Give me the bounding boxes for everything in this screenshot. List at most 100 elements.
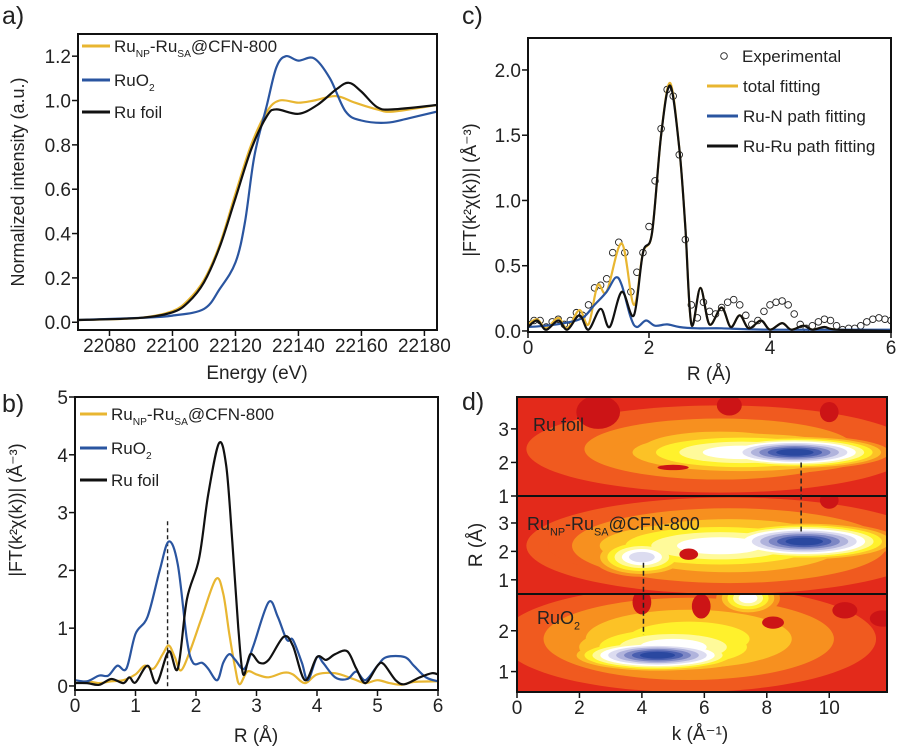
legend-label-part: total fitting: [743, 77, 821, 96]
x-tick-label: 22180: [398, 336, 451, 357]
experimental-point: [887, 316, 891, 325]
contour-hotspot: [632, 594, 652, 615]
subplot-label-part: SA: [594, 526, 609, 538]
x-tick-label: 22160: [335, 336, 388, 357]
y-tick-label: 5: [57, 388, 68, 409]
y-tick-label: 2: [57, 561, 68, 582]
x-tick-label: 5: [372, 696, 383, 717]
x-axis-label: R (Å): [687, 364, 731, 385]
experimental-point: [584, 301, 593, 309]
panel-letter: b): [2, 390, 24, 418]
contour-map: [517, 397, 887, 496]
legend-marker-experimental: [720, 52, 728, 60]
y-tick-label: 0.5: [495, 257, 521, 278]
experimental-point: [784, 301, 792, 309]
subplot-label-part: @CFN-800: [608, 514, 699, 534]
experimental-point: [645, 222, 653, 231]
legend-label: RuNP-RuSA@CFN-800: [111, 405, 274, 428]
experimental-point: [736, 301, 744, 309]
y-tick-label: 0.2: [45, 269, 71, 290]
legend-label-part: NP: [136, 49, 150, 60]
x-tick-label: 22120: [209, 336, 262, 357]
x-tick-label: 22080: [83, 336, 136, 357]
contour-level: [738, 594, 758, 604]
contour-level: [776, 449, 814, 456]
subplot-label-part: Ru: [527, 514, 550, 534]
subplot-label-part: 2: [574, 620, 580, 632]
y-axis-label: Normalized intensity (a.u.): [8, 77, 28, 286]
y-axis-label: R (Å): [466, 523, 487, 567]
x-tick-label: 22140: [272, 336, 325, 357]
y-tick-label: 1: [498, 663, 509, 684]
x-tick-label: 0: [523, 338, 534, 359]
x-tick-label: 6: [699, 698, 710, 719]
experimental-point: [796, 320, 805, 329]
subplot-label: RuO2: [537, 608, 580, 632]
x-tick-label: 4: [765, 338, 776, 359]
legend-label: RuO2: [114, 71, 155, 94]
plot-area: [78, 54, 437, 322]
experimental-point: [729, 295, 738, 304]
experimental-point: [814, 318, 823, 326]
series-line: [78, 54, 437, 322]
y-tick-label: 2: [498, 622, 509, 643]
legend-label-part: -Ru: [150, 37, 177, 56]
x-tick-label: 2: [644, 338, 655, 359]
subplot-label-part: RuO: [537, 608, 574, 628]
series-line: [78, 94, 437, 322]
series-line: [75, 441, 438, 687]
contour-level: [785, 537, 823, 546]
subplot-label: RuNP-RuSA@CFN-800: [527, 514, 700, 538]
legend-label-part: Ru foil: [111, 471, 159, 490]
plot-area: [528, 81, 891, 332]
panel-letter: d): [462, 388, 484, 416]
legend-label-part: Ru foil: [114, 103, 162, 122]
legend-label: RuO2: [111, 439, 152, 462]
experimental-point: [826, 316, 835, 325]
experimental-point: [717, 303, 726, 312]
experimental-point: [608, 248, 617, 257]
panel-c: c) total fitting Ru-N path fitting Ru-Ru pa…: [460, 2, 896, 385]
x-tick-label: 6: [433, 696, 444, 717]
subplot-label-part: Ru foil: [533, 415, 584, 435]
y-axis-label: |FT(k²χ(k))| (Å⁻³): [460, 123, 480, 256]
legend-label: Experimental: [742, 47, 841, 66]
contour-hotspot: [657, 464, 689, 471]
contour-hotspot: [691, 594, 711, 619]
legend-label-part: RuO: [114, 71, 149, 90]
experimental-point: [832, 321, 841, 330]
contour-hotspot: [679, 548, 699, 560]
x-tick-label: 2: [191, 696, 202, 717]
axes-frame: [527, 37, 892, 333]
subplot-frame: [516, 593, 888, 693]
contour-level: [677, 537, 763, 555]
x-axis-label: R (Å): [234, 726, 278, 747]
x-tick-label: 3: [251, 696, 262, 717]
y-tick-label: 0.8: [45, 136, 71, 157]
legend-label-part: Ru: [114, 37, 136, 56]
y-tick-label: 2: [498, 542, 509, 563]
legend-label: Ru-Ru path fitting: [743, 137, 875, 156]
legend-label: RuNP-RuSA@CFN-800: [114, 37, 277, 60]
legend-label-part: -Ru: [147, 405, 174, 424]
legend-label-part: SA: [174, 417, 188, 428]
experimental-point: [790, 310, 798, 318]
x-tick-label: 10: [819, 698, 840, 719]
legend-label-part: 2: [146, 451, 152, 462]
experimental-point: [869, 315, 877, 323]
contour-hotspot: [576, 397, 621, 429]
plot-area: [75, 441, 438, 690]
experimental-point: [651, 177, 659, 185]
y-tick-label: 3: [498, 420, 509, 441]
y-tick-label: 1: [57, 619, 68, 640]
contour-hotspot: [832, 602, 858, 619]
x-tick-label: 8: [761, 698, 772, 719]
legend-label-part: Ru-Ru path fitting: [743, 137, 875, 156]
legend-label-part: Ru-N path fitting: [743, 107, 866, 126]
experimental-point: [742, 311, 750, 320]
y-tick-label: 1.0: [45, 92, 71, 113]
x-tick-label: 4: [637, 698, 648, 719]
x-tick-label: 22100: [146, 336, 199, 357]
